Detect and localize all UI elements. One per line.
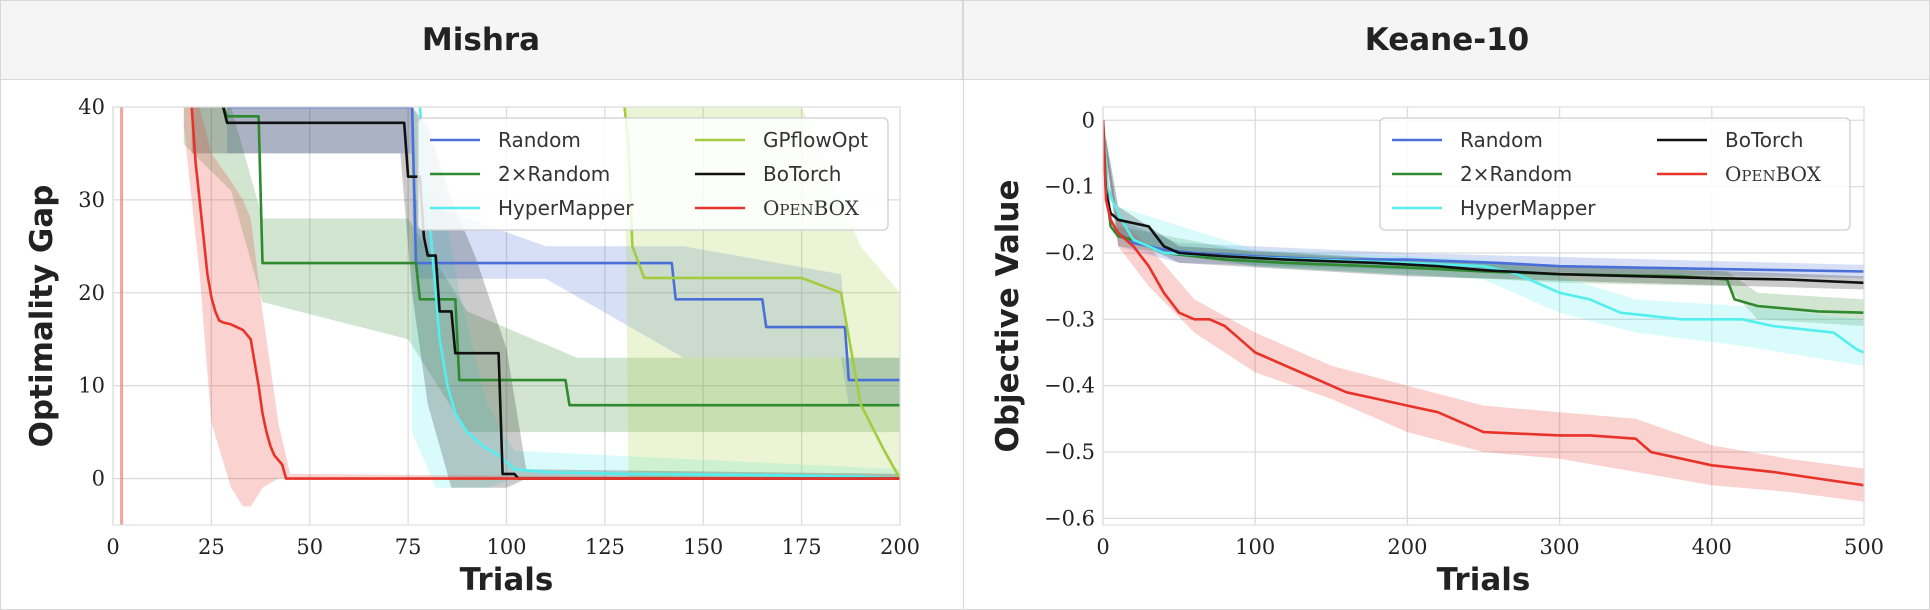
y-tick-label: 0 — [92, 467, 105, 491]
y-axis-label: Objective Value — [990, 180, 1026, 453]
x-tick-label: 125 — [585, 535, 625, 559]
band-openbox — [183, 107, 900, 507]
series-line-2xrandom — [222, 107, 900, 407]
band-hypermapper — [1103, 120, 1864, 366]
legend: Random 2×Random HyperMapper GPflowOpt BoTorc… — [417, 117, 889, 231]
y-tick-label: −0.3 — [1044, 307, 1095, 331]
legend-label-botorch: BoTorch — [763, 162, 841, 186]
y-tick-label: −0.5 — [1044, 440, 1095, 464]
series-line-botorch — [1103, 120, 1864, 285]
legend-label-openbox: OPENBOX — [763, 196, 860, 220]
series-line-botorch — [221, 107, 900, 480]
x-tick-label: 150 — [683, 535, 723, 559]
x-tick-label: 25 — [198, 535, 225, 559]
series-line-openbox — [190, 107, 900, 480]
y-axis-label: Optimality Gap — [24, 185, 60, 448]
x-axis-label: Trials — [460, 562, 554, 598]
legend-label-random: Random — [1460, 128, 1543, 152]
legend-label-gpflowopt: GPflowOpt — [763, 128, 868, 152]
series-line-hypermapper — [418, 107, 900, 480]
band-openbox — [1103, 120, 1864, 502]
band-random — [1103, 120, 1864, 279]
y-tick-label: 20 — [78, 281, 105, 305]
legend-label-2xrandom: 2×Random — [1460, 162, 1572, 186]
y-tick-label: −0.6 — [1044, 506, 1095, 530]
x-tick-label: 200 — [880, 535, 920, 559]
x-tick-label: 400 — [1692, 535, 1732, 559]
x-tick-label: 100 — [1235, 535, 1275, 559]
legend-label-hypermapper: HyperMapper — [498, 196, 634, 220]
legend-label-botorch: BoTorch — [1725, 128, 1803, 152]
x-tick-label: 75 — [395, 535, 422, 559]
x-tick-label: 100 — [486, 535, 526, 559]
legend-label-hypermapper: HyperMapper — [1460, 196, 1596, 220]
series-line-random — [227, 107, 900, 382]
band-2xrandom — [183, 107, 900, 433]
y-tick-label: 0 — [1082, 108, 1095, 132]
x-tick-label: 50 — [296, 535, 323, 559]
legend-label-2xrandom: 2×Random — [498, 162, 610, 186]
band-random — [227, 107, 900, 405]
legend-label-openbox: OPENBOX — [1725, 162, 1822, 186]
series-line-2xrandom — [1103, 120, 1864, 314]
x-tick-label: 0 — [106, 535, 119, 559]
y-tick-label: −0.1 — [1044, 175, 1095, 199]
y-tick-label: −0.4 — [1044, 374, 1095, 398]
x-tick-label: 300 — [1540, 535, 1580, 559]
band-botorch — [191, 107, 900, 488]
legend-label-random: Random — [498, 128, 581, 152]
y-tick-label: 40 — [78, 95, 105, 119]
band-hypermapper — [412, 107, 900, 488]
x-axis-label: Trials — [1437, 562, 1531, 598]
x-tick-label: 200 — [1387, 535, 1427, 559]
axes-frame — [1102, 106, 1865, 526]
x-tick-label: 0 — [1096, 535, 1109, 559]
y-tick-label: −0.2 — [1044, 241, 1095, 265]
y-tick-label: 30 — [78, 188, 105, 212]
axes-frame — [112, 106, 901, 526]
series-line-hypermapper — [1103, 120, 1864, 354]
openbox-marker-band — [120, 107, 124, 525]
panel-title-keane-10: Keane-10 — [964, 0, 1930, 80]
y-tick-label: 10 — [78, 374, 105, 398]
band-2xrandom — [1103, 120, 1864, 326]
series-line-openbox — [1103, 120, 1864, 487]
x-tick-label: 175 — [782, 535, 822, 559]
legend-box — [1379, 117, 1851, 231]
legend-box — [417, 117, 889, 231]
panel-divider — [963, 0, 964, 610]
legend: Random 2×Random HyperMapper BoTorch OPENBOX — [1379, 117, 1851, 231]
x-tick-label: 500 — [1844, 535, 1884, 559]
panel-title-mishra: Mishra — [0, 0, 963, 80]
